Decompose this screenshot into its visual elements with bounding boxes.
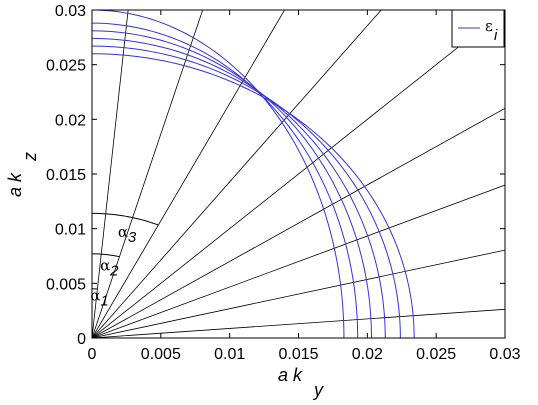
legend-subscript: i	[494, 27, 498, 44]
angle-label-subscript-1: 1	[100, 293, 108, 310]
ray-line-8	[92, 249, 505, 338]
x-tick-label-3: 0.015	[278, 346, 318, 363]
angle-label-3: α	[118, 223, 128, 241]
legend-symbol: ε	[485, 17, 493, 35]
x-axis-label: a k	[278, 365, 303, 385]
ray-line-9	[92, 308, 505, 338]
angle-arc-2	[92, 253, 120, 258]
epsilon-curve-3	[92, 30, 372, 338]
y-tick-label-0: 0	[77, 331, 86, 348]
x-tick-label-0: 0	[88, 346, 97, 363]
x-tick-label-6: 0.03	[489, 346, 520, 363]
y-tick-label-5: 0.025	[46, 58, 86, 75]
ray-line-2	[92, 10, 204, 338]
y-tick-label-3: 0.015	[46, 167, 86, 184]
legend: ε i	[451, 9, 505, 48]
angle-arc-3	[92, 212, 159, 226]
y-tick-label-4: 0.02	[55, 112, 86, 129]
y-axis-label-subscript: z	[20, 152, 40, 162]
plot-content	[92, 10, 505, 338]
x-tick-label-1: 0.005	[141, 346, 181, 363]
epsilon-curve-4	[92, 37, 386, 338]
ray-line-6	[92, 107, 505, 338]
angle-label-subscript-3: 3	[128, 229, 137, 246]
x-tick-label-2: 0.01	[214, 346, 245, 363]
axis-ticks: α 1α 2α 30 0.005 0.01 0.015 0.02 0.025 0.0300.005…	[46, 3, 521, 363]
angle-label-subscript-2: 2	[109, 263, 119, 280]
x-axis-label-subscript: y	[312, 380, 324, 400]
epsilon-curve-1	[92, 10, 345, 338]
x-tick-label-4: 0.02	[352, 346, 383, 363]
y-tick-label-1: 0.005	[46, 276, 86, 293]
ray-line-7	[92, 184, 505, 338]
y-tick-label-6: 0.03	[55, 3, 86, 20]
ray-line-4	[92, 10, 382, 338]
epsilon-curve-2	[92, 22, 359, 338]
epsilon-curve-5	[92, 45, 401, 338]
y-tick-label-2: 0.01	[55, 222, 86, 239]
epsilon-curve-6	[92, 53, 415, 338]
ray-line-5	[92, 10, 505, 338]
y-axis-label: a k	[5, 172, 25, 197]
angle-label-1: α	[90, 287, 100, 305]
x-tick-label-5: 0.025	[416, 346, 456, 363]
ray-line-1	[92, 10, 129, 338]
angle-label-2: α	[100, 257, 110, 275]
ray-line-3	[92, 10, 286, 338]
